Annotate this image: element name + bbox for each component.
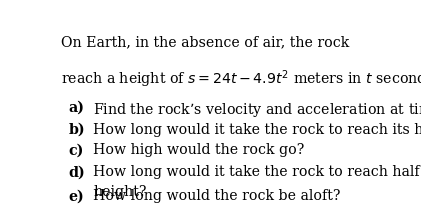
Text: height?: height? [93, 185, 147, 199]
Text: reach a height of $s = 24t - 4.9t^{2}$ meters in $t$ seconds.: reach a height of $s = 24t - 4.9t^{2}$ m… [61, 68, 421, 90]
Text: b): b) [68, 123, 85, 137]
Text: How long would the rock be aloft?: How long would the rock be aloft? [93, 189, 341, 203]
Text: c): c) [68, 143, 84, 157]
Text: e): e) [68, 189, 84, 203]
Text: How long would it take the rock to reach half its maximum: How long would it take the rock to reach… [93, 165, 421, 179]
Text: How high would the rock go?: How high would the rock go? [93, 143, 305, 157]
Text: d): d) [68, 165, 85, 179]
Text: How long would it take the rock to reach its highest point?: How long would it take the rock to reach… [93, 123, 421, 137]
Text: On Earth, in the absence of air, the rock: On Earth, in the absence of air, the roc… [61, 36, 349, 50]
Text: a): a) [68, 101, 84, 115]
Text: Find the rock’s velocity and acceleration at time $t$.: Find the rock’s velocity and acceleratio… [93, 101, 421, 119]
